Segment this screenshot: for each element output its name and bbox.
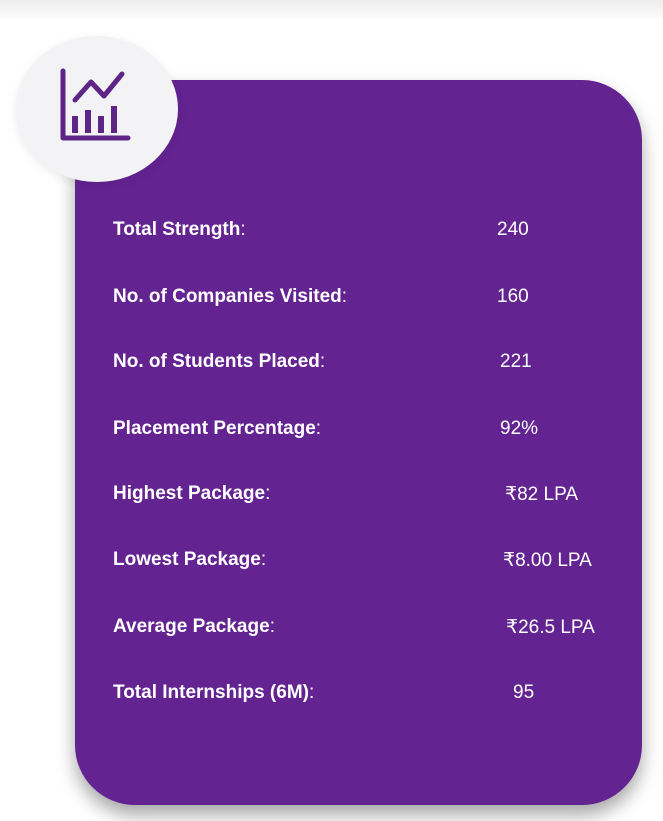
stat-row-students-placed: No. of Students Placed: <box>113 351 325 375</box>
stat-label: No. of Companies Visited <box>113 286 342 307</box>
stat-label: Placement Percentage <box>113 418 316 439</box>
stat-label: Total Internships (6M) <box>113 682 309 703</box>
stat-row-total-strength: Total Strength: <box>113 219 246 243</box>
stat-row-lowest-package: Lowest Package: <box>113 549 266 573</box>
placement-stats-card <box>75 80 642 805</box>
stat-colon: : <box>315 418 322 439</box>
stat-value: ₹82 LPA <box>505 484 579 505</box>
bar-chart-trend-icon <box>60 68 131 141</box>
stat-label: Total Strength <box>113 219 241 240</box>
stat-value: 240 <box>497 219 529 240</box>
stat-colon: : <box>240 219 246 240</box>
stat-row-placement-percentage: Placement Percentage: <box>113 418 321 442</box>
stat-colon: : <box>265 483 271 504</box>
stat-row-highest-package: Highest Package: <box>113 483 270 507</box>
stat-label: Highest Package <box>113 483 266 504</box>
stat-colon: : <box>269 616 275 637</box>
top-shade <box>0 0 663 22</box>
stat-colon: : <box>260 549 267 570</box>
stat-label: No. of Students Placed <box>113 351 320 372</box>
stat-row-total-internships: Total Internships (6M): <box>113 682 314 706</box>
stat-value: 221 <box>500 351 532 372</box>
stat-row-average-package: Average Package: <box>113 616 275 640</box>
stat-value: 92% <box>500 418 539 439</box>
stat-colon: : <box>308 682 315 703</box>
stat-value: 160 <box>497 286 529 307</box>
stat-label: Lowest Package <box>113 549 261 570</box>
stat-row-companies-visited: No. of Companies Visited: <box>113 286 347 310</box>
icon-badge <box>16 36 178 182</box>
stat-colon: : <box>341 286 348 307</box>
stat-value: ₹26.5 LPA <box>506 617 595 638</box>
stat-colon: : <box>319 351 326 372</box>
stat-label: Average Package <box>113 616 270 637</box>
stat-value: 95 <box>513 682 535 703</box>
stat-value: ₹8.00 LPA <box>503 550 592 571</box>
